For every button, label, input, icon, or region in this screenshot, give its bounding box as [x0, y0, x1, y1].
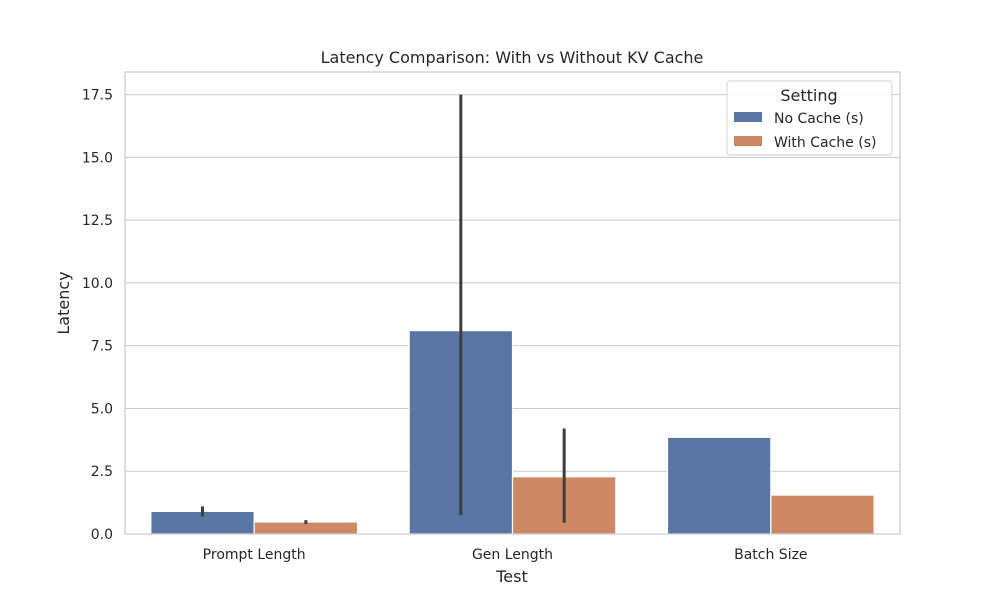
x-ticks: Prompt Length Gen Length Batch Size [203, 547, 808, 563]
y-tick-label: 5.0 [91, 401, 113, 417]
y-tick-label: 10.0 [82, 276, 113, 292]
y-tick-label: 15.0 [82, 150, 113, 166]
bar-0-2 [666, 436, 772, 535]
x-axis-label: Test [495, 567, 528, 586]
error-bars-layer [201, 94, 566, 524]
legend-box [726, 80, 893, 156]
x-tick-label: Gen Length [472, 547, 553, 563]
legend-swatch-no-cache [734, 112, 762, 122]
legend-label-no-cache: No Cache (s) [774, 111, 864, 127]
y-axis-label: Latency [54, 271, 73, 334]
bars-layer [150, 330, 875, 535]
y-tick-label: 0.0 [91, 527, 113, 543]
legend: Setting No Cache (s) With Cache (s) [726, 80, 893, 156]
legend-title: Setting [780, 86, 837, 105]
legend-label-with-cache: With Cache (s) [774, 135, 876, 151]
chart-title: Latency Comparison: With vs Without KV C… [321, 48, 704, 67]
legend-swatch-with-cache [734, 136, 762, 146]
x-tick-label: Prompt Length [203, 547, 306, 563]
y-tick-label: 12.5 [82, 213, 113, 229]
y-tick-label: 17.5 [82, 88, 113, 104]
y-tick-label: 2.5 [91, 464, 113, 480]
plot-frame [124, 71, 901, 535]
y-tick-label: 7.5 [91, 339, 113, 355]
bar-1-2 [770, 494, 875, 535]
x-tick-label: Batch Size [734, 547, 807, 563]
y-ticks: 0.0 2.5 5.0 7.5 10.0 12.5 15.0 17.5 [82, 88, 113, 543]
